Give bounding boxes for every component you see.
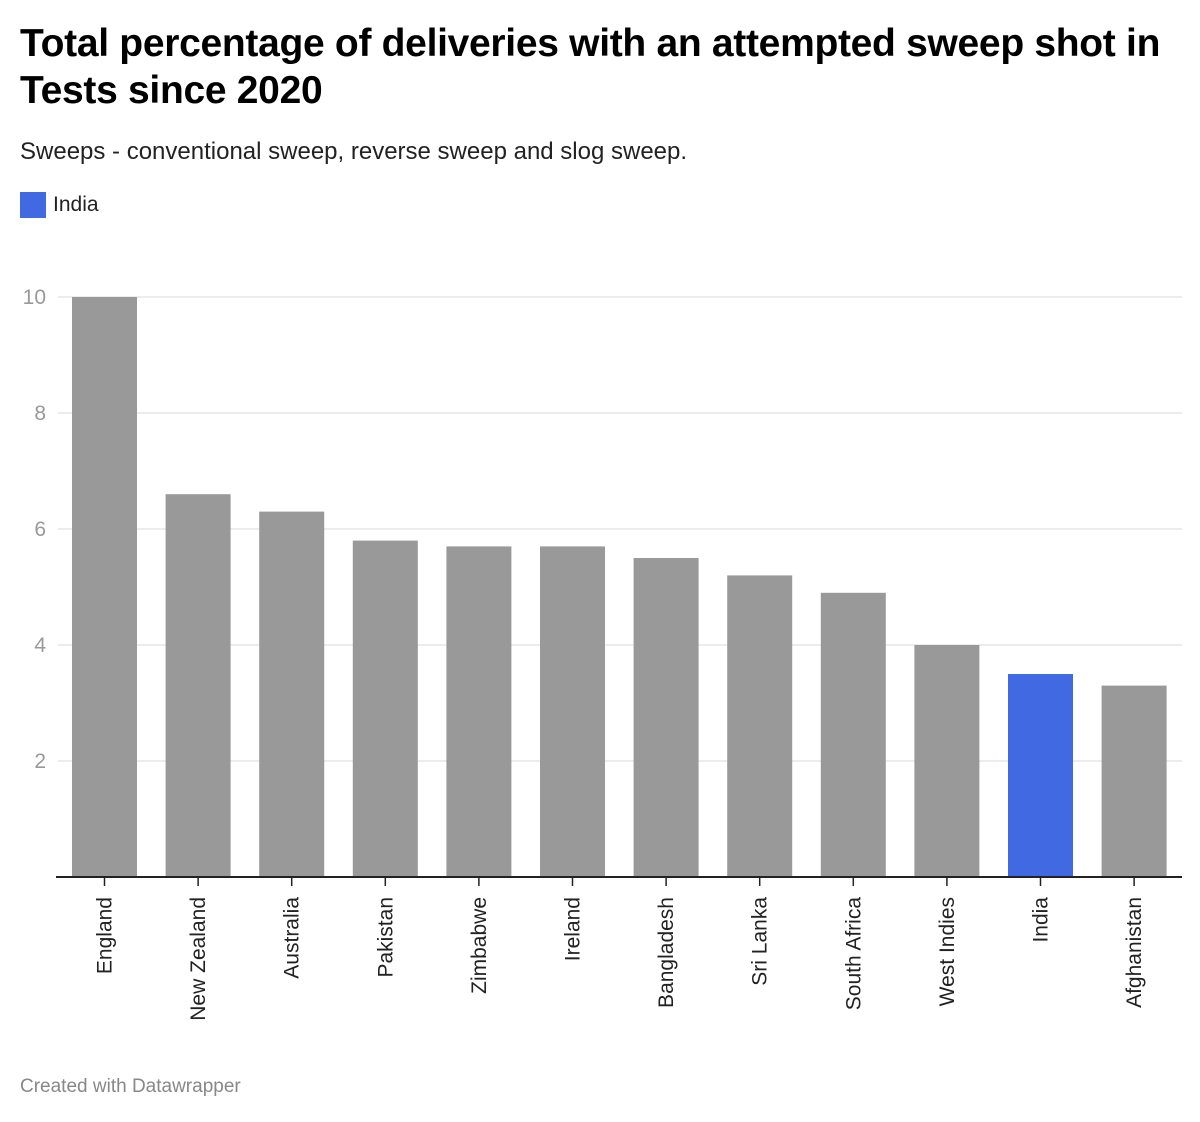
x-tick-label-england: England <box>94 897 117 974</box>
x-tick-label-sri-lanka: Sri Lanka <box>749 897 772 986</box>
bar-india <box>1008 674 1073 877</box>
x-tick-label-zimbabwe: Zimbabwe <box>468 897 491 994</box>
bar-south-africa <box>820 592 886 877</box>
x-tick-label-new-zealand: New Zealand <box>187 897 210 1021</box>
x-tick-label-pakistan: Pakistan <box>374 897 397 978</box>
y-tick-label: 8 <box>34 402 46 425</box>
bar-new-zealand <box>165 494 231 877</box>
bar-ireland <box>540 546 605 877</box>
x-axis-tick-labels: England New Zealand Australia Pakistan Zimba… <box>94 897 1147 1021</box>
bar-australia <box>259 511 325 877</box>
chart-subtitle: Sweeps - conventional sweep, reverse swe… <box>20 138 688 165</box>
chart-title: Total percentage of deliveries with an a… <box>20 22 1161 112</box>
y-tick-label: 4 <box>34 634 46 657</box>
bars <box>72 297 1167 877</box>
y-tick-label: 10 <box>23 286 46 309</box>
bar-afghanistan <box>1101 685 1167 877</box>
legend-swatch-india <box>20 192 46 218</box>
bar-zimbabwe <box>446 546 512 877</box>
bar-west-indies <box>914 645 980 877</box>
x-tick-label-bangladesh: Bangladesh <box>655 897 678 1008</box>
y-axis-tick-labels: 2 4 6 8 10 <box>23 286 47 773</box>
bar-england <box>72 297 137 877</box>
x-axis-ticks <box>103 877 1135 886</box>
legend: India <box>20 192 99 218</box>
x-tick-label-ireland: Ireland <box>562 897 585 961</box>
legend-label-india: India <box>53 193 99 216</box>
gridlines <box>58 296 1182 762</box>
y-tick-label: 6 <box>34 518 46 541</box>
x-tick-label-south-africa: South Africa <box>842 897 865 1011</box>
x-tick-label-australia: Australia <box>281 897 304 979</box>
bar-sri-lanka <box>727 575 793 877</box>
bar-pakistan <box>352 540 418 877</box>
y-tick-label: 2 <box>34 750 46 773</box>
x-tick-label-afghanistan: Afghanistan <box>1123 897 1146 1008</box>
footer-credit: Created with Datawrapper <box>20 1076 241 1097</box>
x-tick-label-india: India <box>1030 897 1053 943</box>
bar-bangladesh <box>633 558 699 877</box>
x-tick-label-west-indies: West Indies <box>936 897 959 1006</box>
